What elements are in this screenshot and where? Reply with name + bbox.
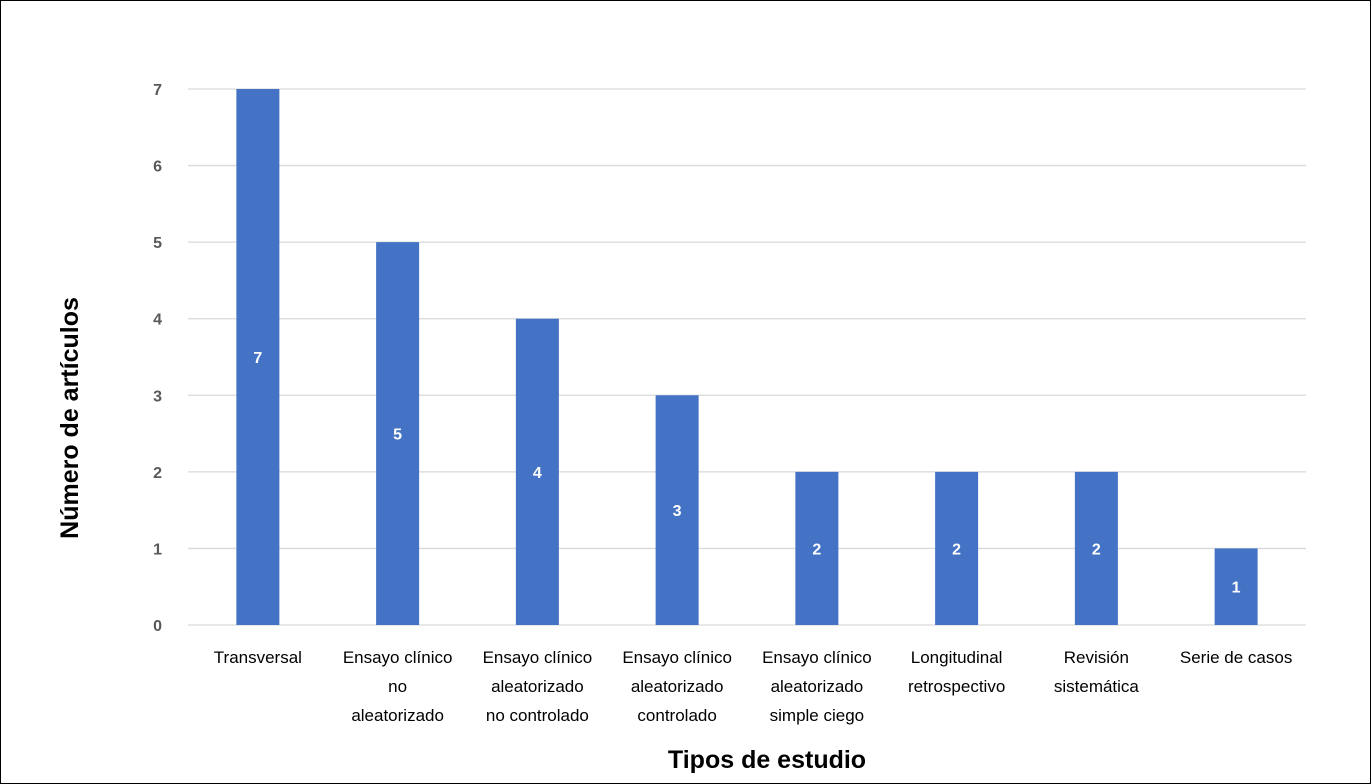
y-axis-ticks: 0 1 2 3 4 5 6 7 — [153, 82, 162, 635]
bar-7 — [1074, 471, 1118, 625]
y-axis-title: Número de artículos — [56, 297, 84, 539]
y-tick-label-5: 5 — [153, 235, 162, 252]
bar-3 — [515, 318, 559, 625]
data-label-5: 2 — [812, 541, 821, 558]
gridlines — [188, 88, 1306, 626]
data-labels: 7 5 4 3 2 2 2 1 — [253, 350, 1240, 597]
y-tick-label-4: 4 — [153, 312, 162, 329]
y-tick-label-6: 6 — [153, 159, 162, 176]
y-tick-label-0: 0 — [153, 618, 162, 635]
category-label-4: Ensayo clínico aleatorizado controlado — [622, 648, 732, 725]
category-label-2: Ensayo clínico no aleatorizado — [343, 648, 453, 725]
category-label-8: Serie de casos — [1180, 648, 1292, 667]
data-label-2: 5 — [393, 427, 402, 444]
data-label-3: 4 — [533, 465, 542, 482]
category-label-7: Revisión sistemática — [1054, 648, 1140, 696]
data-label-4: 3 — [673, 503, 682, 520]
data-label-7: 2 — [1092, 541, 1101, 558]
bar-8 — [1214, 548, 1258, 625]
x-axis-categories: Transversal Ensayo clínico no aleatorizado E… — [214, 648, 1293, 725]
bar-6 — [935, 471, 979, 625]
category-label-6: Longitudinal retrospectivo — [908, 648, 1005, 696]
bar-4 — [655, 395, 699, 625]
data-label-1: 7 — [253, 350, 262, 367]
bar-2 — [376, 242, 420, 625]
bar-5 — [795, 471, 839, 625]
category-label-5: Ensayo clínico aleatorizado simple ciego — [762, 648, 872, 725]
y-tick-label-7: 7 — [153, 82, 162, 99]
y-tick-label-3: 3 — [153, 388, 162, 405]
bars — [236, 89, 1258, 625]
category-label-3: Ensayo clínico aleatorizado no controlado — [483, 648, 593, 725]
bar-1 — [236, 89, 280, 625]
y-tick-label-1: 1 — [153, 541, 162, 558]
x-axis-title: Tipos de estudio — [668, 746, 866, 774]
y-tick-label-2: 2 — [153, 465, 162, 482]
category-label-1: Transversal — [214, 648, 302, 667]
data-label-6: 2 — [952, 541, 961, 558]
data-label-8: 1 — [1232, 580, 1241, 597]
